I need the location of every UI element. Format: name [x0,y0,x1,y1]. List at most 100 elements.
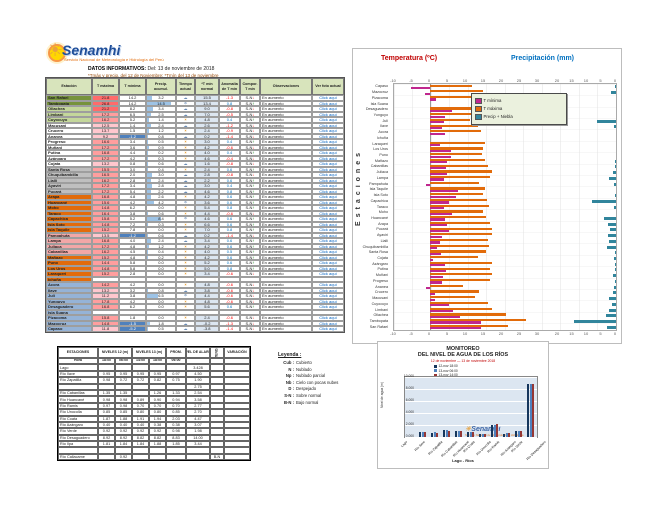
observation-cell[interactable]: En aumento [260,210,312,216]
observation-cell[interactable]: En aumento [260,265,312,271]
river-value-cell[interactable] [224,402,250,410]
river-name-cell[interactable]: Río Ilpa [58,441,98,448]
anomaly-cell[interactable]: -0.6 [219,287,240,293]
anomaly-cell[interactable]: 0.6 [219,194,240,200]
river-value-cell[interactable] [224,415,250,422]
tmin-cell[interactable]: 1.8 [119,315,146,321]
tmin-normal-cell[interactable]: 4.2 [195,243,219,249]
precip-cell[interactable]: 0.4 [146,249,176,255]
river-name-cell[interactable] [58,447,98,454]
anomaly-cell[interactable]: 0.6 [219,216,240,222]
tmin-cell[interactable]: 4.5 [119,249,146,255]
behavior-cell[interactable]: S-N ↑ [240,194,260,200]
behavior-cell[interactable]: S-N ↑ [240,177,260,183]
river-value-cell[interactable] [210,409,224,416]
river-value-cell[interactable]: 0.97 [98,402,115,410]
behavior-cell[interactable]: S-N ↑ [240,265,260,271]
river-value-cell[interactable]: 3.07 [186,421,210,429]
river-name-cell[interactable]: Río Azángaro [58,421,98,429]
behavior-cell[interactable]: S-N ↓ [240,95,260,101]
river-value-cell[interactable]: 0.72 [115,377,132,384]
tmax-cell[interactable]: 15.2 [92,227,119,233]
river-value-cell[interactable]: 1.91 [132,415,149,422]
river-value-cell[interactable]: 0.85 [115,409,132,416]
river-value-cell[interactable]: 0.40 [132,421,149,429]
station-name-cell[interactable]: Ichuña [46,276,92,282]
station-name-cell[interactable]: Cojata [46,161,92,167]
precip-cell[interactable]: 6.5 [146,293,176,299]
station-name-cell[interactable]: Cuyocuyo [46,117,92,123]
station-name-cell[interactable]: Putina [46,150,92,156]
tmin-cell[interactable]: 6.2 [119,205,146,211]
photo-link[interactable] [312,309,344,315]
observation-cell[interactable]: En aumento [260,320,312,326]
tmax-cell[interactable]: 16.2 [92,117,119,123]
tmax-cell[interactable]: 21.8 [92,95,119,101]
river-value-cell[interactable]: 1.88 [149,441,166,448]
precip-cell[interactable]: 0.2 [146,254,176,260]
observation-cell[interactable]: En aumento [260,315,312,321]
observation-cell[interactable]: En aumento [260,117,312,123]
river-value-cell[interactable]: 0.85 [166,409,186,416]
tmax-cell[interactable]: 17.2 [92,183,119,189]
weather-icon-cell[interactable]: ☀ [176,205,195,211]
river-value-cell[interactable]: 0.98 [98,377,115,384]
river-value-cell[interactable]: 1.90 [186,377,210,384]
river-value-cell[interactable]: 0.80 [149,409,166,416]
tmin-normal-cell[interactable]: 4.4 [195,210,219,216]
weather-icon-cell[interactable]: ☁ [176,177,195,183]
weather-icon-cell[interactable]: ☀ [176,150,195,156]
river-value-cell[interactable] [166,453,186,461]
anomaly-cell[interactable]: 0.6 [219,304,240,310]
river-name-cell[interactable]: Río Huancané [58,396,98,403]
station-name-cell[interactable]: Progreso [46,139,92,145]
station-name-cell[interactable]: Lampa [46,238,92,244]
river-value-cell[interactable]: 14.00 [186,434,210,442]
river-value-cell[interactable]: 4.50 [186,370,210,378]
tmin-cell[interactable]: -1.2 [119,232,146,238]
tmin-cell[interactable]: 0.8 [119,161,146,167]
river-value-cell[interactable] [149,364,166,371]
tmin-normal-cell[interactable]: 2.4 [195,166,219,172]
river-value-cell[interactable] [210,421,224,429]
tmin-cell[interactable]: 8.2 [119,106,146,112]
observation-cell[interactable]: En aumento [260,199,312,205]
anomaly-cell[interactable]: 0.8 [219,188,240,194]
precip-cell[interactable]: 0.3 [146,155,176,161]
photo-link[interactable]: Click aquí [312,210,344,216]
anomaly-cell[interactable]: -0.8 [219,106,240,112]
photo-link[interactable]: Click aquí [312,260,344,266]
tmin-cell[interactable]: 3.4 [119,183,146,189]
weather-icon-cell[interactable]: ☁ [176,326,195,332]
tmin-cell[interactable]: 3.4 [119,139,146,145]
weather-icon-cell[interactable]: ☀ [176,243,195,249]
anomaly-cell[interactable]: 0.4 [219,117,240,123]
tmin-normal-cell[interactable]: 5.0 [195,265,219,271]
river-name-cell[interactable]: Río Ramis [58,402,98,410]
weather-icon-cell[interactable]: ☁ [176,320,195,326]
photo-link[interactable]: Click aquí [312,320,344,326]
tmax-cell[interactable] [92,309,119,315]
behavior-cell[interactable]: S-N ↓ [240,122,260,128]
river-value-cell[interactable] [149,453,166,461]
behavior-cell[interactable]: S-N ↓ [240,111,260,117]
behavior-cell[interactable]: S-N ↓ [240,271,260,277]
photo-link[interactable]: Click aquí [312,95,344,101]
precip-cell[interactable]: 0.8 [146,287,176,293]
river-name-cell[interactable]: Lago [58,364,98,371]
river-value-cell[interactable]: 2.70 [186,409,210,416]
weather-icon-cell[interactable]: ☁ [176,172,195,178]
tmin-cell[interactable]: 5.4 [119,188,146,194]
tmax-cell[interactable]: 11.8 [92,326,119,332]
observation-cell[interactable]: En aumento [260,128,312,134]
tmax-cell[interactable] [92,276,119,282]
tmin-cell[interactable]: 1.5 [119,128,146,134]
weather-icon-cell[interactable]: ☀ [176,254,195,260]
river-name-cell[interactable] [58,383,98,390]
photo-link[interactable]: Click aquí [312,282,344,288]
tmin-normal-cell[interactable]: 4.8 [195,298,219,304]
river-value-cell[interactable]: 0.38 [166,421,186,429]
anomaly-cell[interactable]: -1.2 [219,122,240,128]
tmin-cell[interactable] [119,309,146,315]
anomaly-cell[interactable]: 0.8 [219,265,240,271]
